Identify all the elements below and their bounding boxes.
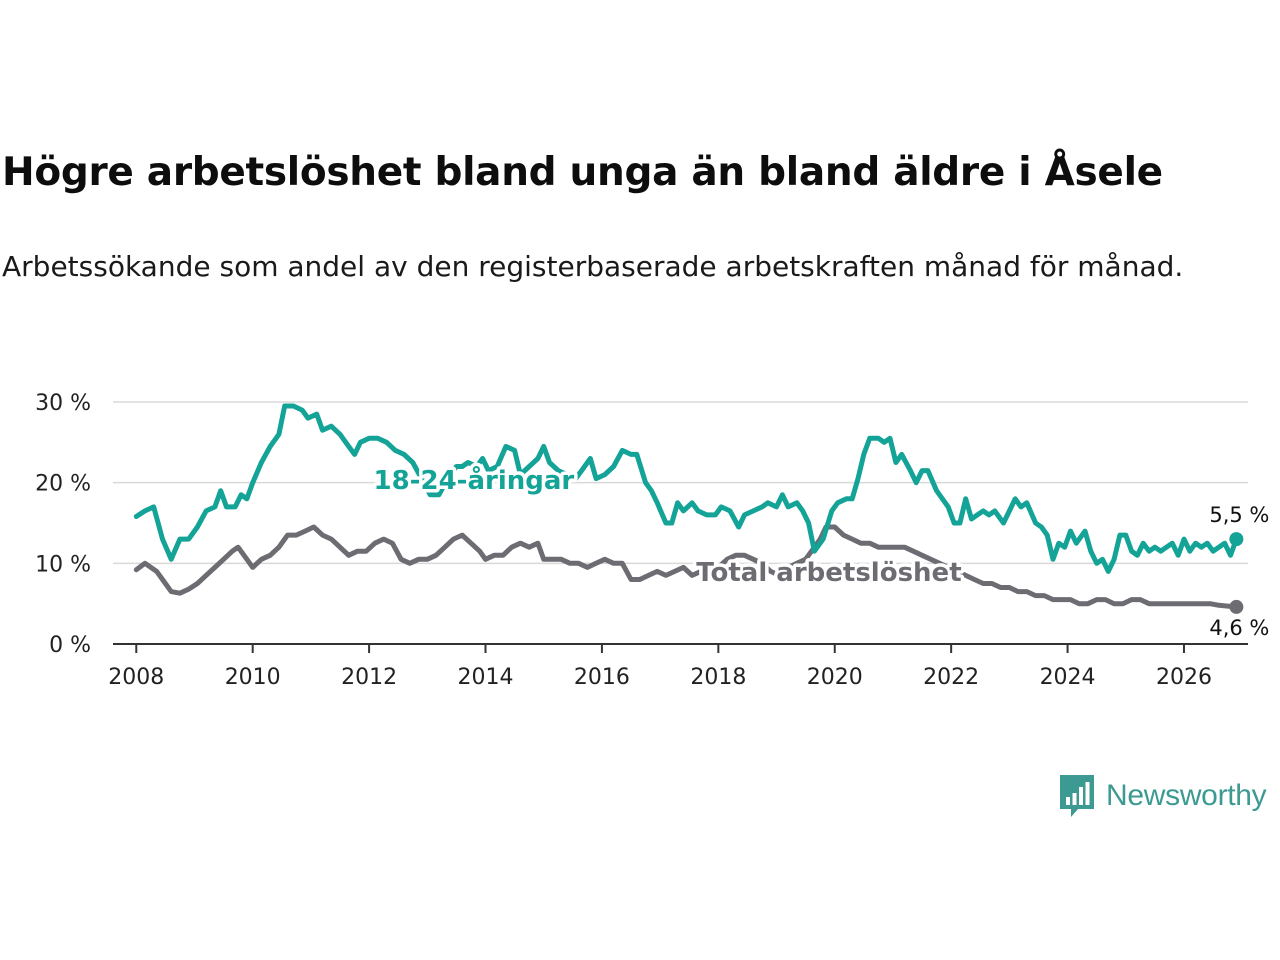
- x-tick-label: 2008: [108, 665, 164, 690]
- end-label-youth: 5,5 %: [1209, 503, 1269, 527]
- page-title: Högre arbetslöshet bland unga än bland ä…: [2, 150, 1163, 195]
- series-label-youth: 18-24-åringar: [374, 464, 575, 496]
- logo-text: Newsworthy: [1106, 779, 1267, 812]
- x-tick-label: 2010: [225, 665, 281, 690]
- end-point-youth: [1229, 532, 1244, 547]
- x-tick-label: 2018: [690, 665, 746, 690]
- series-labels: 18-24-åringar Total arbetslöshet 5,5 % 4,6 …: [370, 461, 1272, 643]
- x-tick-label: 2026: [1156, 665, 1212, 690]
- grid-lines: [113, 401, 1248, 565]
- y-tick-label: 0 %: [49, 633, 91, 658]
- line-chart: 0 % 10 % 20 % 30 % 2008 2010 2012 2014 2016 2018…: [35, 391, 1272, 690]
- y-axis-tick-labels: 0 % 10 % 20 % 30 %: [35, 391, 91, 658]
- x-tick-label: 2016: [574, 665, 630, 690]
- x-tick-label: 2020: [807, 665, 863, 690]
- x-tick-label: 2024: [1040, 665, 1096, 690]
- x-tick-label: 2014: [458, 665, 514, 690]
- y-tick-label: 20 %: [35, 472, 91, 497]
- y-tick-label: 10 %: [35, 552, 91, 577]
- series-line-total: [133, 524, 1239, 610]
- x-tick-label: 2012: [341, 665, 397, 690]
- bar-chart-speech-bubble-icon: [1060, 775, 1094, 817]
- series-label-total: Total arbetslöshet: [696, 558, 961, 588]
- series-lines: [133, 403, 1244, 614]
- series-line-youth: [133, 403, 1239, 574]
- page-subtitle: Arbetssökande som andel av den registerb…: [2, 250, 1184, 283]
- end-label-total: 4,6 %: [1209, 616, 1269, 640]
- end-point-total: [1229, 599, 1244, 614]
- x-axis: 2008 2010 2012 2014 2016 2018 2020 2022 2024 2026: [108, 643, 1248, 690]
- newsworthy-logo: Newsworthy: [1058, 772, 1280, 820]
- x-tick-label: 2022: [923, 665, 979, 690]
- y-tick-label: 30 %: [35, 391, 91, 416]
